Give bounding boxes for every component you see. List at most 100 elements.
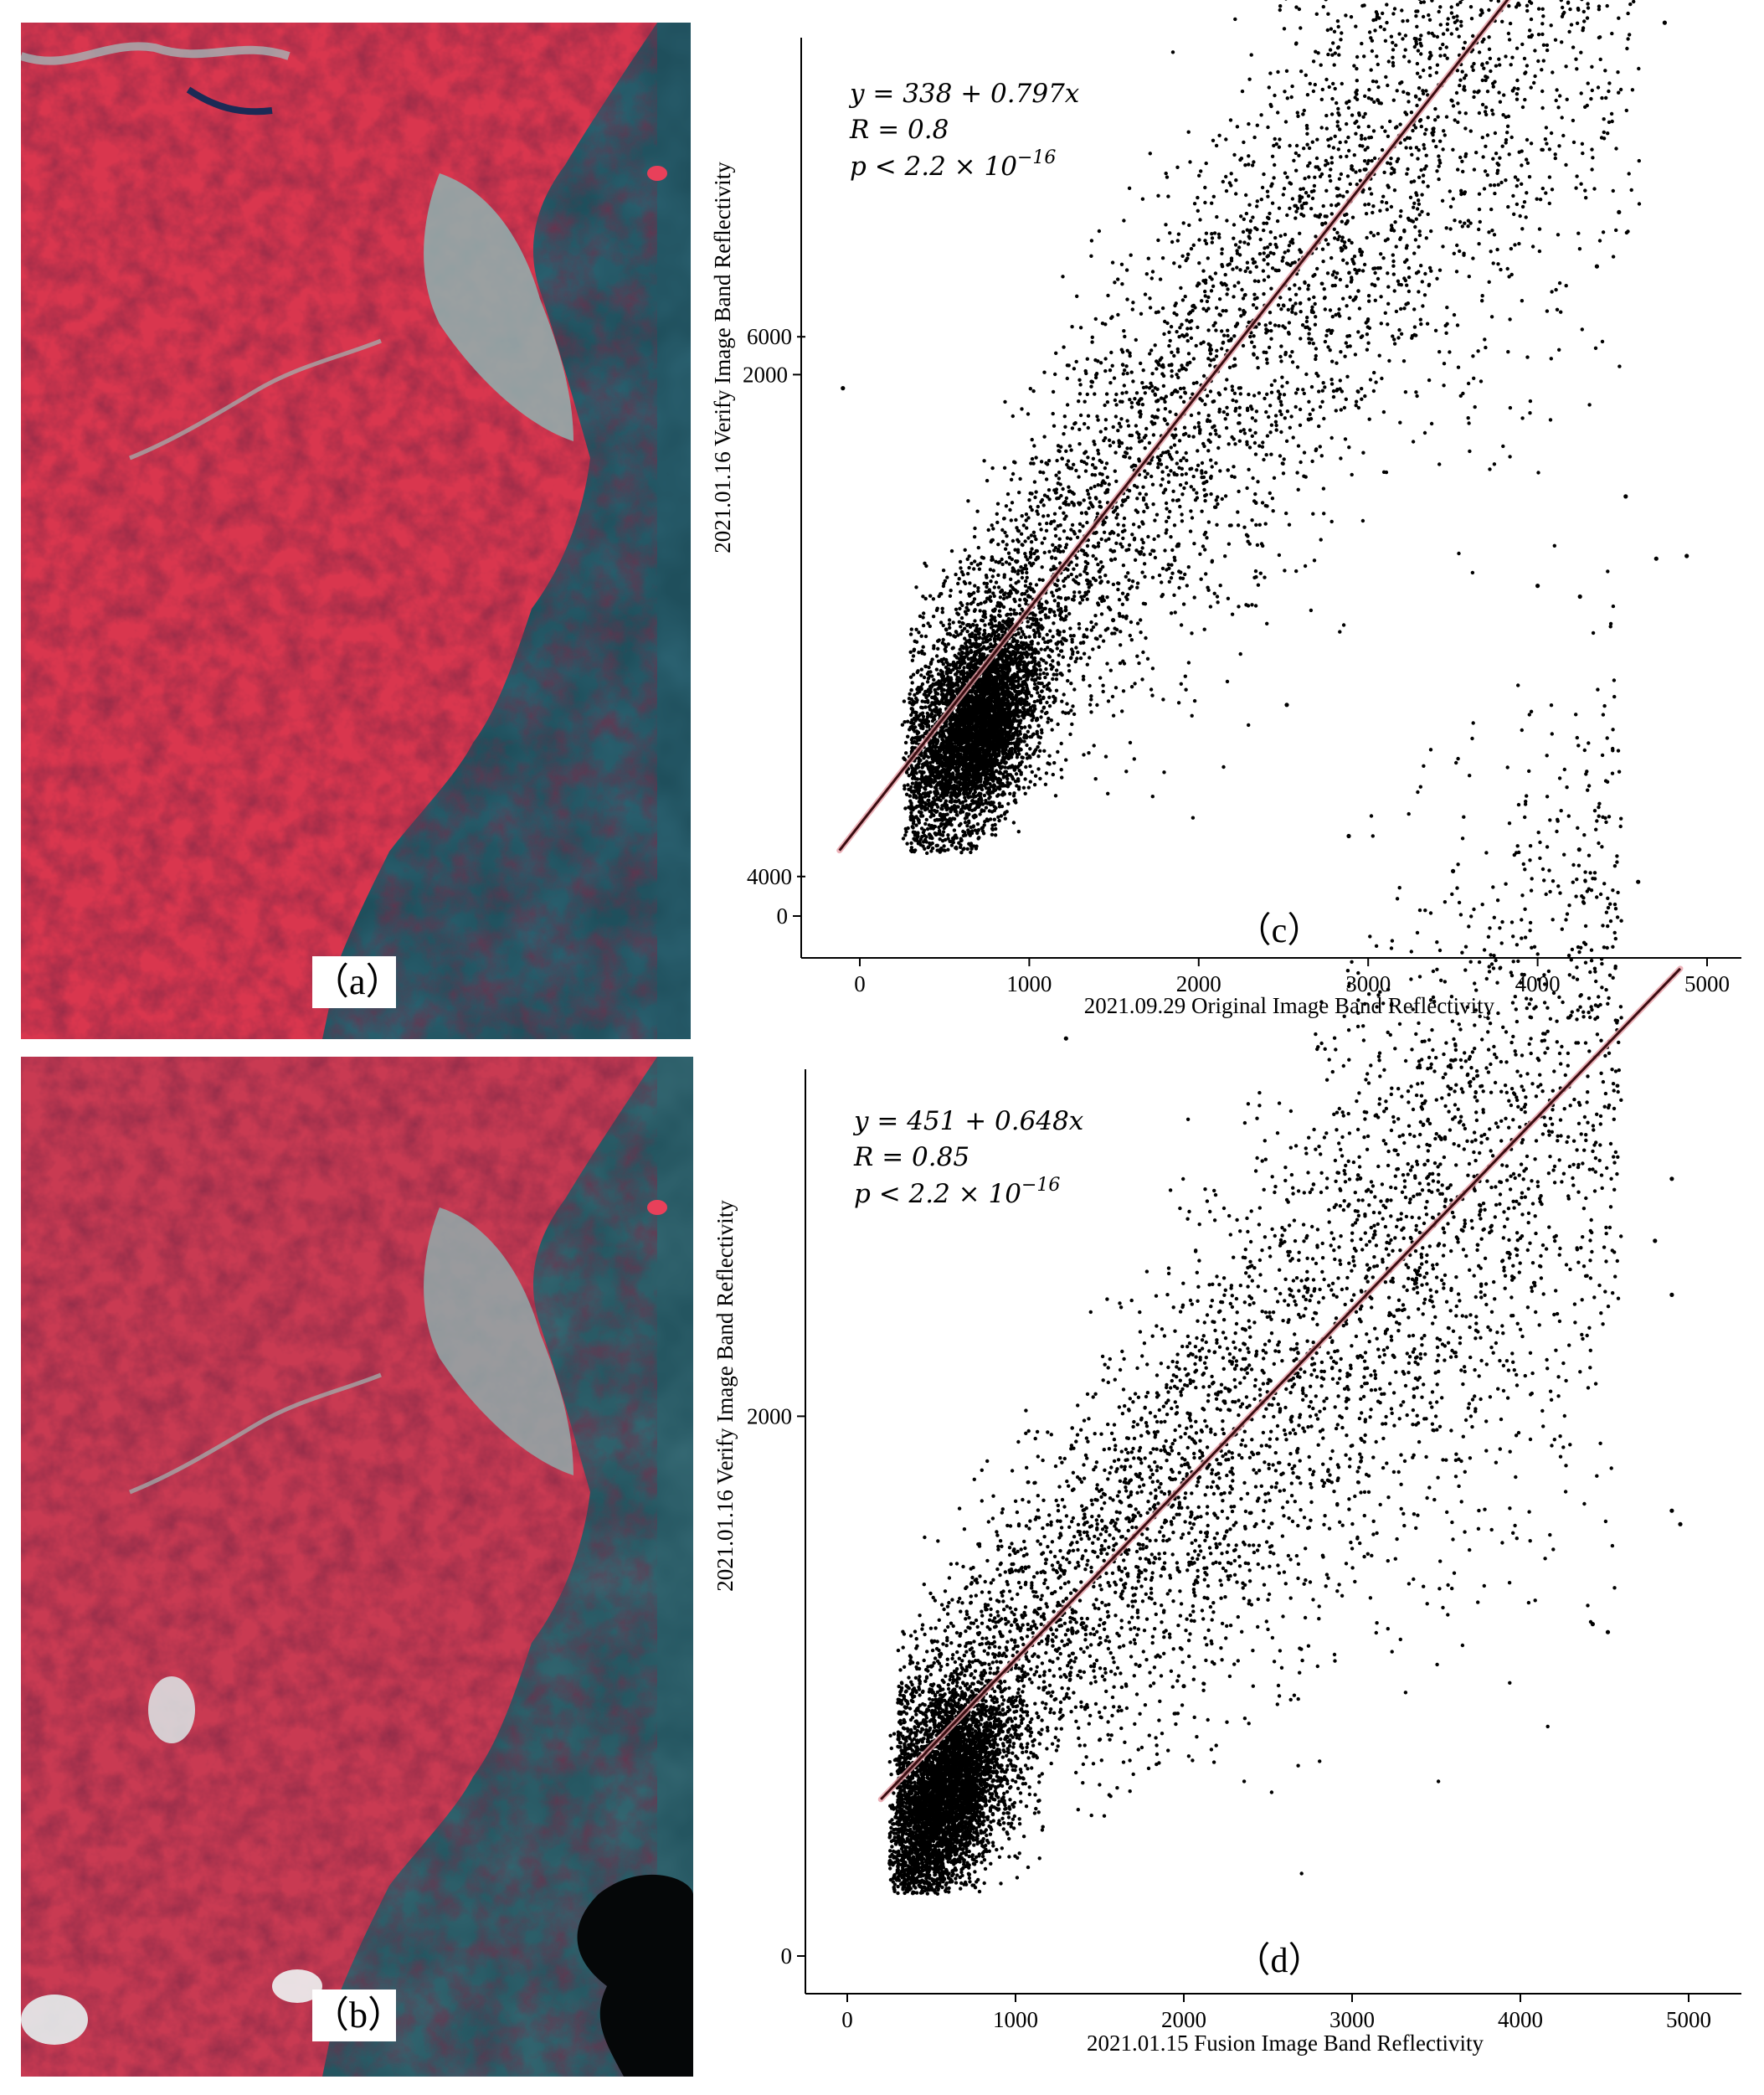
data-point [1028,555,1032,559]
data-point [1435,63,1440,67]
data-point [1514,5,1519,9]
data-point [1210,201,1214,205]
data-point [1156,362,1160,366]
data-point [1295,365,1300,369]
data-point [1515,92,1520,96]
data-point [1032,534,1036,538]
data-point [1089,384,1093,389]
data-point [1209,492,1213,497]
data-point [1113,414,1119,419]
data-point [1353,353,1358,357]
data-point [1105,661,1109,666]
data-point [923,787,928,791]
data-point [1252,279,1257,283]
data-point [1062,511,1066,515]
data-point [910,658,915,662]
data-point [1144,272,1149,276]
data-point [920,765,924,770]
data-point [1329,378,1334,382]
data-point [1019,635,1023,640]
data-point [954,812,959,817]
data-point [1151,502,1155,507]
data-point [1129,400,1134,405]
data-point [1265,621,1269,625]
data-point [1280,375,1284,379]
data-point [1234,178,1238,183]
data-point [1520,182,1524,186]
data-point [1319,63,1323,67]
data-point [1365,347,1370,352]
data-point [1196,411,1201,415]
data-point [1150,693,1155,697]
data-point [1291,435,1295,440]
data-point [1487,47,1492,51]
data-point [1070,426,1075,430]
data-point [1177,335,1181,339]
data-point [1265,361,1269,365]
data-point [1100,481,1104,485]
data-point [1062,529,1067,533]
data-point [1135,654,1139,658]
data-point [1111,582,1116,587]
data-point [1331,41,1335,45]
data-point [1426,184,1430,188]
data-point [1386,185,1391,189]
data-point [1224,174,1228,179]
data-point [991,569,995,573]
data-point [1307,175,1311,179]
data-point [1341,194,1345,198]
data-point [1074,574,1079,579]
data-point [1255,543,1260,548]
data-point [1347,445,1351,450]
data-point [1511,193,1515,198]
data-point [973,526,977,531]
data-point [1053,545,1058,550]
data-point [1169,611,1174,615]
data-point [1103,754,1108,759]
data-point [1204,572,1208,576]
data-point [1479,379,1484,383]
data-point [1252,345,1257,349]
data-point [1083,422,1087,426]
data-point [1014,689,1018,694]
data-point [903,786,907,791]
data-point [1395,125,1399,129]
data-point [1438,23,1443,27]
data-point [1021,666,1026,670]
data-point [1096,448,1100,453]
data-point [1276,111,1280,115]
data-point [1399,208,1403,214]
data-point [1038,667,1042,672]
data-point [961,573,965,577]
data-point [1077,475,1081,479]
data-point [1116,312,1120,317]
data-point [990,574,995,579]
data-point [1221,333,1227,337]
data-point [1189,327,1193,331]
data-point [1170,350,1174,354]
data-point [1282,27,1287,31]
data-point [1437,9,1441,14]
data-point [1506,204,1510,209]
data-point [1268,491,1272,496]
data-point [1360,397,1364,401]
data-point [1060,775,1064,780]
data-point [1056,722,1060,727]
data-point [1045,672,1049,677]
data-point [1406,18,1410,23]
data-point [1030,770,1034,775]
data-point [1165,465,1169,470]
data-point [949,548,954,553]
data-point [1140,403,1145,407]
data-point [1591,156,1595,160]
data-point [1262,251,1266,255]
data-point [1399,306,1403,311]
data-point [1165,175,1170,179]
data-point [1471,33,1475,39]
data-point [1062,579,1066,583]
data-point [1085,543,1090,548]
data-point [960,651,965,656]
data-point [1345,189,1350,194]
data-point [1541,14,1545,18]
data-point [1277,324,1281,328]
